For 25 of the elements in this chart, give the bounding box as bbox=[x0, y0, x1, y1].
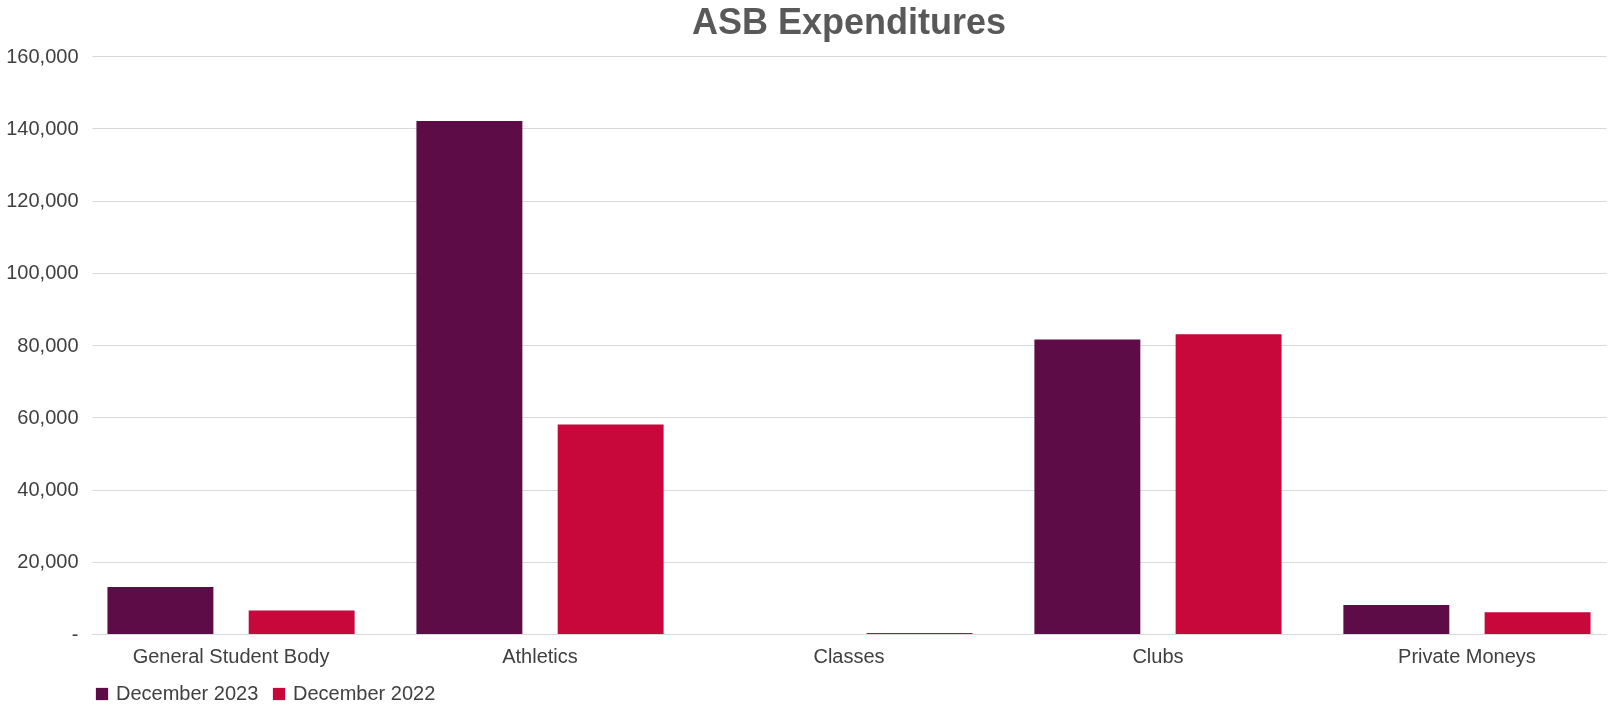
x-tick-label: Clubs bbox=[1132, 644, 1184, 667]
bar bbox=[248, 610, 355, 634]
x-tick-label: Classes bbox=[813, 644, 885, 667]
y-tick-label: 160,000 bbox=[6, 44, 79, 67]
legend-label: December 2023 bbox=[116, 682, 259, 704]
bar bbox=[1034, 339, 1141, 634]
y-tick-label: 60,000 bbox=[17, 405, 79, 428]
legend-label: December 2022 bbox=[293, 682, 436, 704]
x-tick-label: Private Moneys bbox=[1398, 644, 1536, 667]
y-tick-label: - bbox=[71, 622, 79, 645]
y-tick-label: 80,000 bbox=[17, 333, 79, 356]
bar bbox=[1343, 605, 1450, 634]
x-tick-label: General Student Body bbox=[132, 644, 330, 667]
y-tick-label: 40,000 bbox=[17, 478, 79, 500]
y-tick-label: 140,000 bbox=[6, 116, 79, 139]
bar bbox=[107, 587, 214, 634]
y-tick-label: 100,000 bbox=[6, 261, 79, 284]
bar bbox=[416, 121, 523, 634]
bar bbox=[1175, 334, 1282, 634]
bar bbox=[1484, 612, 1591, 634]
chart-title: ASB Expenditures bbox=[691, 1, 1007, 42]
y-tick-label: 20,000 bbox=[17, 550, 79, 573]
bar bbox=[557, 424, 664, 634]
x-tick-label: Athletics bbox=[502, 644, 578, 667]
y-tick-label: 120,000 bbox=[6, 189, 79, 211]
